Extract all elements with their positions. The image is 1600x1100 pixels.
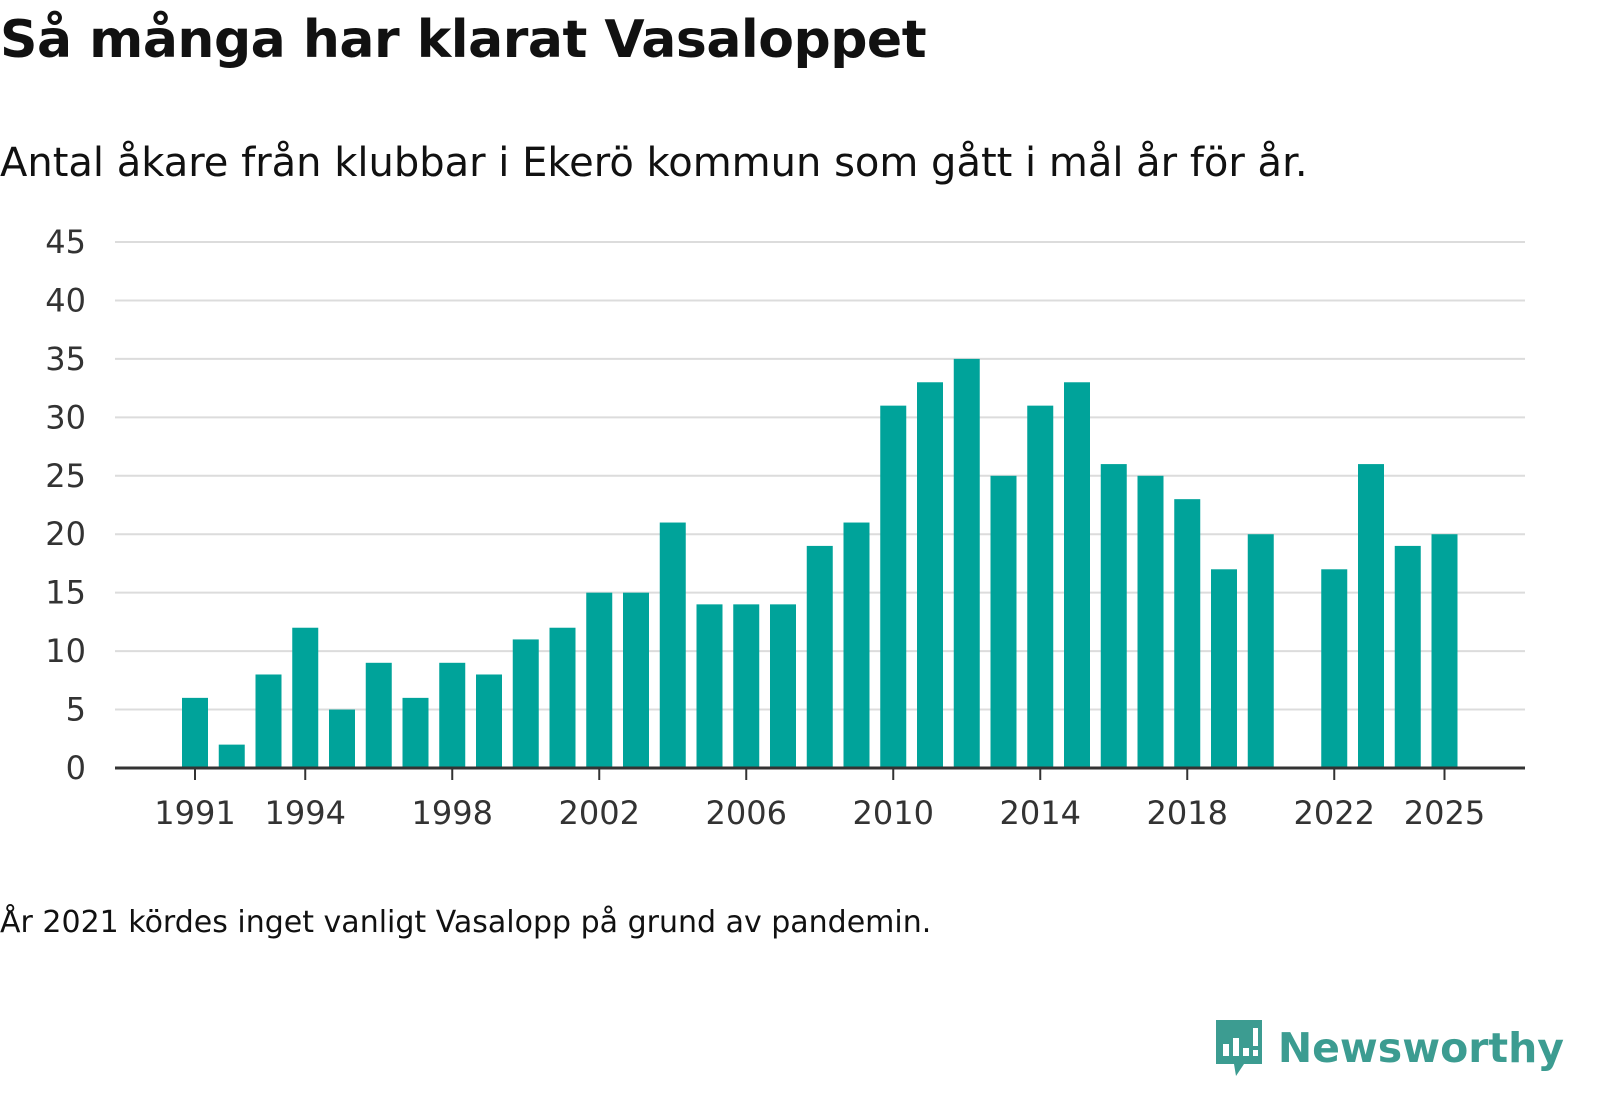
bar-2015: [1064, 382, 1090, 768]
bar-2009: [843, 522, 870, 768]
bar-2013: [990, 475, 1017, 768]
bar-2016: [1100, 464, 1127, 768]
bar-2023: [1358, 464, 1384, 768]
bar-1993: [255, 674, 282, 768]
bar-2001: [549, 627, 576, 768]
bar-2022: [1321, 569, 1348, 768]
bar-1995: [329, 709, 355, 768]
bar-2018: [1174, 499, 1201, 768]
x-tick-label: 2018: [1147, 794, 1228, 832]
x-tick-label: 2006: [706, 794, 787, 832]
bars: [182, 358, 1458, 768]
y-tick-label: 35: [45, 340, 86, 378]
y-tick-label: 45: [45, 223, 86, 261]
x-tick-label: 1994: [265, 794, 346, 832]
bar-2000: [512, 639, 539, 768]
y-tick-label: 20: [45, 515, 86, 553]
bar-2002: [586, 592, 613, 768]
x-tick-label: 2022: [1294, 794, 1375, 832]
bar-2012: [953, 358, 980, 768]
x-tick-label: 2025: [1404, 794, 1485, 832]
bar-2005: [696, 604, 723, 768]
bar-2007: [770, 604, 796, 768]
x-tick-label: 1998: [412, 794, 493, 832]
bar-1991: [182, 697, 208, 768]
bar-2019: [1211, 569, 1237, 768]
x-tick-label: 2010: [853, 794, 934, 832]
bar-2006: [733, 604, 760, 768]
bar-1996: [365, 662, 392, 768]
brand-logo: Newsworthy: [1214, 1018, 1564, 1078]
bar-2014: [1027, 405, 1054, 768]
bar-2010: [880, 405, 907, 768]
bar-2025: [1431, 534, 1458, 768]
grid-lines: [115, 241, 1525, 711]
newsworthy-logo-icon: [1215, 1020, 1262, 1076]
bar-2020: [1247, 534, 1274, 768]
x-tick-label: 2002: [559, 794, 640, 832]
y-tick-label: 40: [45, 281, 86, 319]
bar-1998: [439, 662, 466, 768]
y-tick-label: 15: [45, 574, 86, 612]
x-tick-label: 2014: [1000, 794, 1081, 832]
bar-1992: [218, 744, 245, 768]
bar-2003: [623, 592, 649, 768]
bar-1997: [402, 697, 429, 768]
bar-1994: [292, 627, 319, 768]
y-tick-label: 25: [45, 457, 86, 495]
x-axis-ticks: 1991 1994 1998 2002 2006 2010 2014 2018 2022 2025: [115, 766, 1525, 832]
chart-subtitle: Antal åkare från klubbar i Ekerö kommun …: [0, 140, 1308, 186]
bar-2024: [1394, 545, 1421, 768]
x-tick-label: 1991: [154, 794, 235, 832]
bar-2011: [917, 382, 943, 768]
y-tick-label: 0: [66, 749, 86, 787]
bar-2017: [1137, 475, 1164, 768]
chart-title: Så många har klarat Vasaloppet: [0, 10, 927, 70]
brand-name: Newsworthy: [1277, 1024, 1564, 1072]
y-tick-label: 5: [66, 691, 86, 729]
bar-2004: [659, 522, 686, 768]
footnote: År 2021 kördes inget vanligt Vasalopp på…: [0, 905, 932, 940]
y-axis-ticks: 0 5 10 15 20 25 30 35 40 45: [45, 223, 86, 787]
bar-2008: [806, 545, 833, 768]
y-tick-label: 10: [45, 632, 86, 670]
bar-1999: [476, 674, 502, 768]
y-tick-label: 30: [45, 398, 86, 436]
